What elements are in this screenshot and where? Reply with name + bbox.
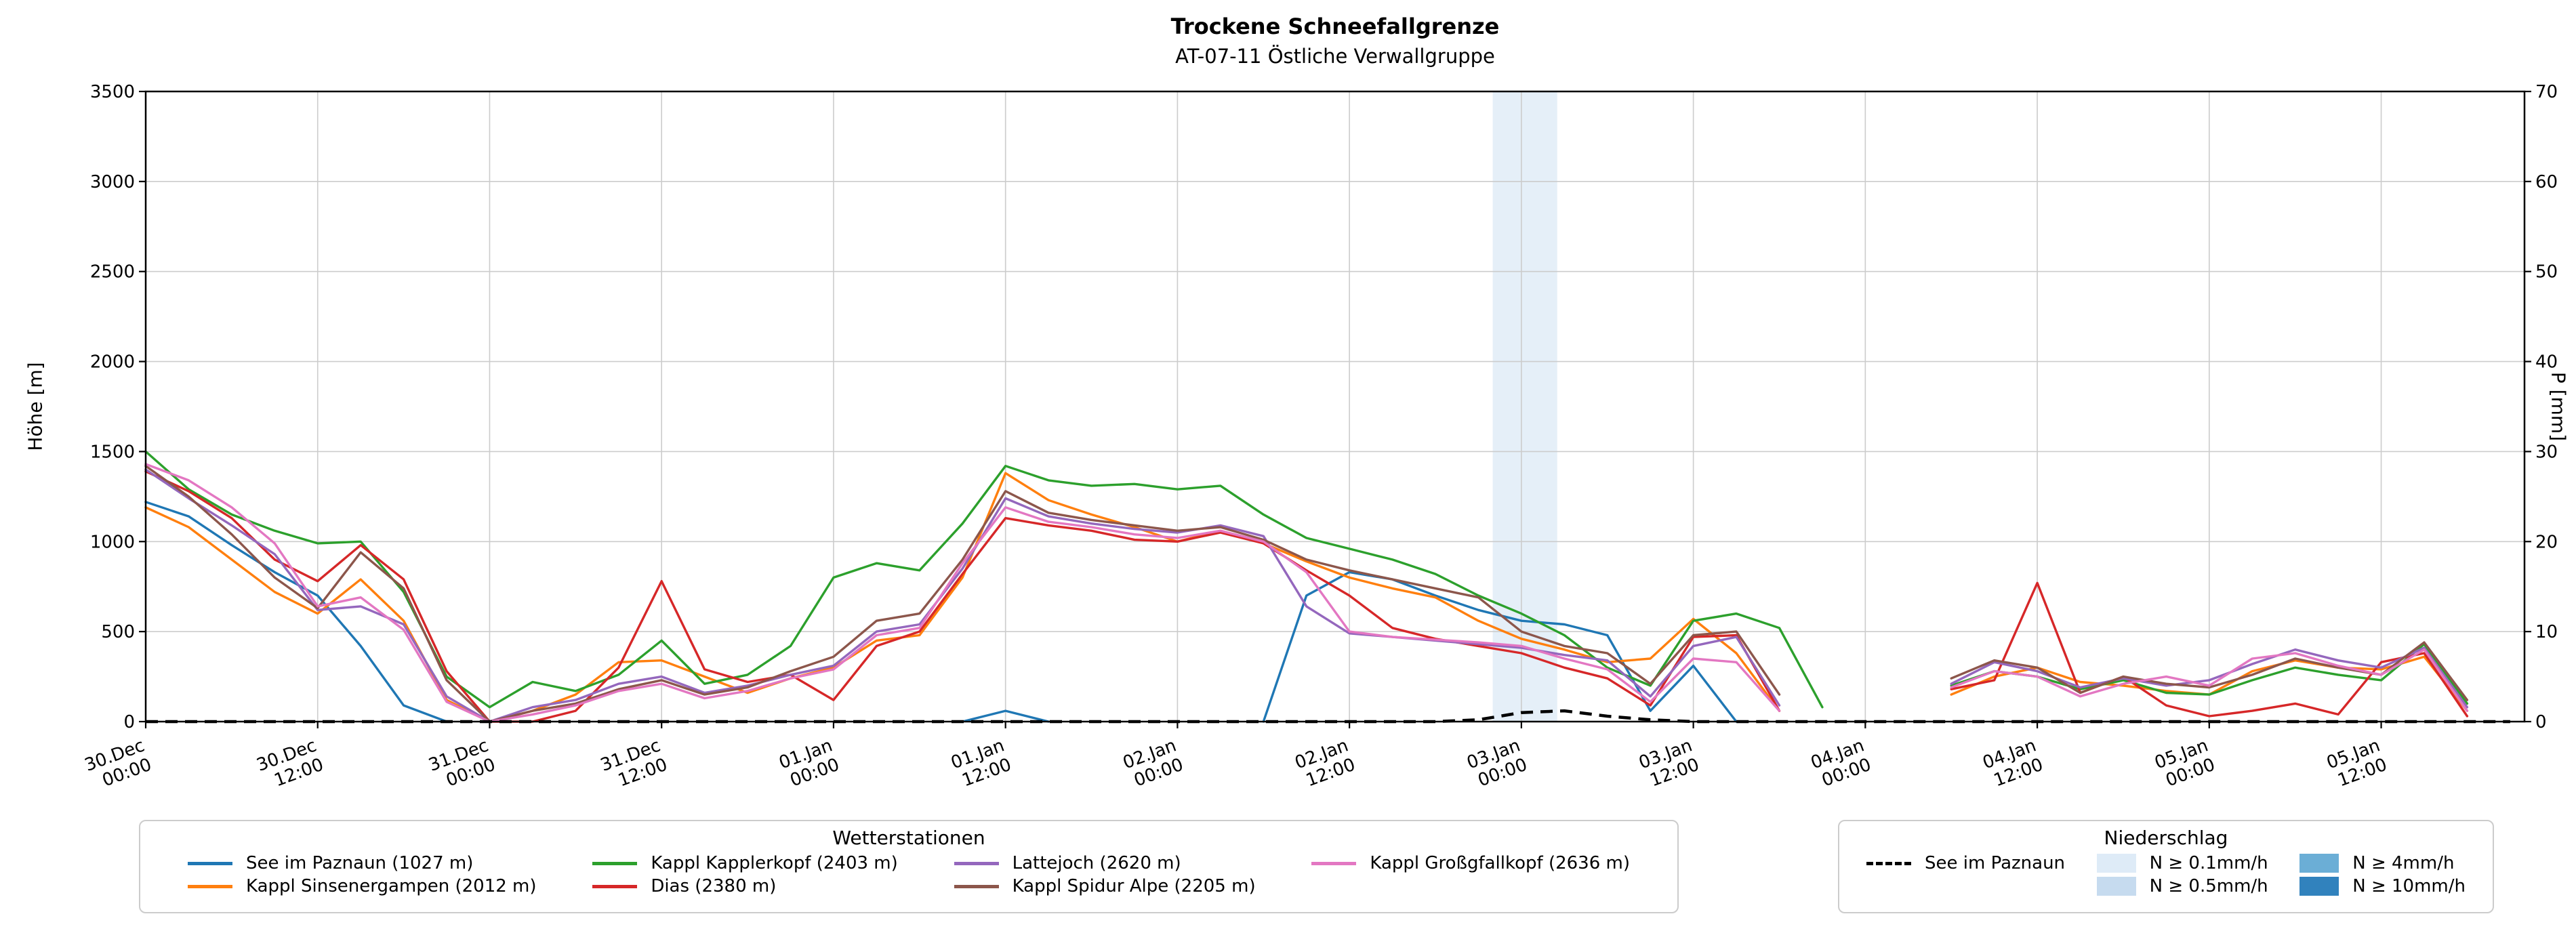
precip-level-swatch	[2096, 877, 2136, 896]
x-tick-label: 02.Jan12:00	[1292, 735, 1358, 792]
grid-lines	[145, 91, 2524, 722]
y-right-tick-label: 20	[2535, 532, 2558, 552]
precip-dash-swatch	[1866, 861, 1911, 865]
y-left-tick-label: 500	[101, 622, 135, 642]
x-tick-label: 04.Jan00:00	[1808, 735, 1874, 792]
precip-level-swatch	[2299, 854, 2339, 873]
station-label: Dias (2380 m)	[651, 876, 777, 896]
legend-entry: See im Paznaun	[1866, 853, 2065, 873]
y-left-tick-label: 1500	[90, 442, 135, 462]
precip-level-label: N ≥ 10mm/h	[2352, 876, 2466, 896]
station-line-swatch	[954, 884, 999, 888]
legend-stations: Wetterstationen See im Paznaun (1027 m) K…	[139, 820, 1679, 913]
legend-entry: Dias (2380 m)	[592, 876, 897, 896]
series-line	[144, 465, 2469, 723]
legend-entry: N ≥ 0.1mm/h	[2096, 853, 2268, 873]
station-line-swatch	[592, 884, 638, 888]
y-right-tick-label: 10	[2535, 622, 2558, 642]
x-tick-label: 31.Dec12:00	[598, 735, 670, 795]
y-right-tick-label: 60	[2535, 172, 2558, 192]
station-line-swatch	[188, 884, 232, 888]
station-label: Kappl Großgfallkopf (2636 m)	[1370, 853, 1630, 873]
plot-frame	[144, 90, 2526, 723]
x-tick-label: 03.Jan00:00	[1464, 735, 1530, 792]
y-right-tick-label: 30	[2535, 442, 2558, 462]
station-line-swatch	[1311, 861, 1357, 865]
x-tick-label: 30.Dec12:00	[254, 735, 327, 795]
y-left-tick-label: 3000	[90, 172, 135, 192]
x-tick-label: 05.Jan12:00	[2324, 735, 2390, 792]
legend-stations-title: Wetterstationen	[832, 827, 985, 849]
x-tick-label: 01.Jan00:00	[777, 735, 842, 792]
precip-level-swatch	[2299, 877, 2339, 896]
x-tick-label: 01.Jan12:00	[948, 735, 1014, 792]
station-label: Lattejoch (2620 m)	[1012, 853, 1181, 873]
x-tick-label: 05.Jan00:00	[2152, 735, 2217, 792]
y-right-tick-label: 70	[2535, 82, 2558, 102]
series-line	[144, 468, 2469, 723]
y-right-tick-label: 0	[2535, 712, 2547, 732]
legend-entry: See im Paznaun (1027 m)	[188, 853, 537, 873]
precip-level-label: N ≥ 0.1mm/h	[2149, 853, 2268, 873]
x-tick-label: 02.Jan00:00	[1120, 735, 1186, 792]
station-line-swatch	[592, 861, 638, 865]
y-left-tick-label: 0	[123, 712, 135, 732]
precip-dash-label: See im Paznaun	[1925, 853, 2066, 873]
station-label: Kappl Sinsenergampen (2012 m)	[246, 876, 537, 896]
station-line-swatch	[188, 861, 232, 865]
x-tick-label: 31.Dec00:00	[426, 735, 498, 795]
legend-precip-grid: See im Paznaun N ≥ 0.1mm/h N ≥ 0.5mm/h N ≥ …	[1839, 849, 2493, 905]
station-label: See im Paznaun (1027 m)	[246, 853, 474, 873]
x-tick-label: 03.Jan12:00	[1636, 735, 1702, 792]
precip-level-label: N ≥ 4mm/h	[2352, 853, 2455, 873]
legend-entry: N ≥ 0.5mm/h	[2096, 876, 2268, 896]
legend-precip-title: Niederschlag	[2104, 827, 2228, 849]
legend-stations-grid: See im Paznaun (1027 m) Kappl Sinsenergam…	[140, 849, 1677, 905]
legend-entry: Lattejoch (2620 m)	[954, 853, 1256, 873]
x-tick-label: 30.Dec00:00	[82, 735, 155, 795]
legend-entry: N ≥ 4mm/h	[2299, 853, 2466, 873]
y-left-tick-label: 3500	[90, 82, 135, 102]
series-line	[144, 450, 2469, 709]
station-line-swatch	[954, 861, 999, 865]
series-line	[144, 463, 2469, 723]
y-left-tick-label: 2500	[90, 262, 135, 283]
legend-entry: N ≥ 10mm/h	[2299, 876, 2466, 896]
station-label: Kappl Kapplerkopf (2403 m)	[651, 853, 898, 873]
legend-entry: Kappl Spidur Alpe (2205 m)	[954, 876, 1256, 896]
legend-entry: Kappl Kapplerkopf (2403 m)	[592, 853, 898, 873]
y-right-tick-label: 40	[2535, 352, 2558, 373]
legend-precip: Niederschlag See im Paznaun N ≥ 0.1mm/h N …	[1838, 820, 2494, 913]
y-left-tick-label: 2000	[90, 352, 135, 373]
y-right-tick-label: 50	[2535, 262, 2558, 283]
x-tick-label: 04.Jan12:00	[1980, 735, 2046, 792]
chart-title: Trockene Schneefallgrenze	[1170, 14, 1500, 39]
series-line	[144, 470, 2469, 723]
chart-subtitle: AT-07-11 Östliche Verwallgruppe	[1175, 45, 1495, 68]
precip-level-label: N ≥ 0.5mm/h	[2149, 876, 2268, 896]
legend-entry: Kappl Großgfallkopf (2636 m)	[1311, 853, 1630, 873]
precip-level-swatch	[2096, 854, 2136, 873]
y-left-tick-label: 1000	[90, 532, 135, 552]
legend-entry: Kappl Sinsenergampen (2012 m)	[188, 876, 537, 896]
tick-marks	[139, 90, 2531, 728]
station-label: Kappl Spidur Alpe (2205 m)	[1012, 876, 1256, 896]
